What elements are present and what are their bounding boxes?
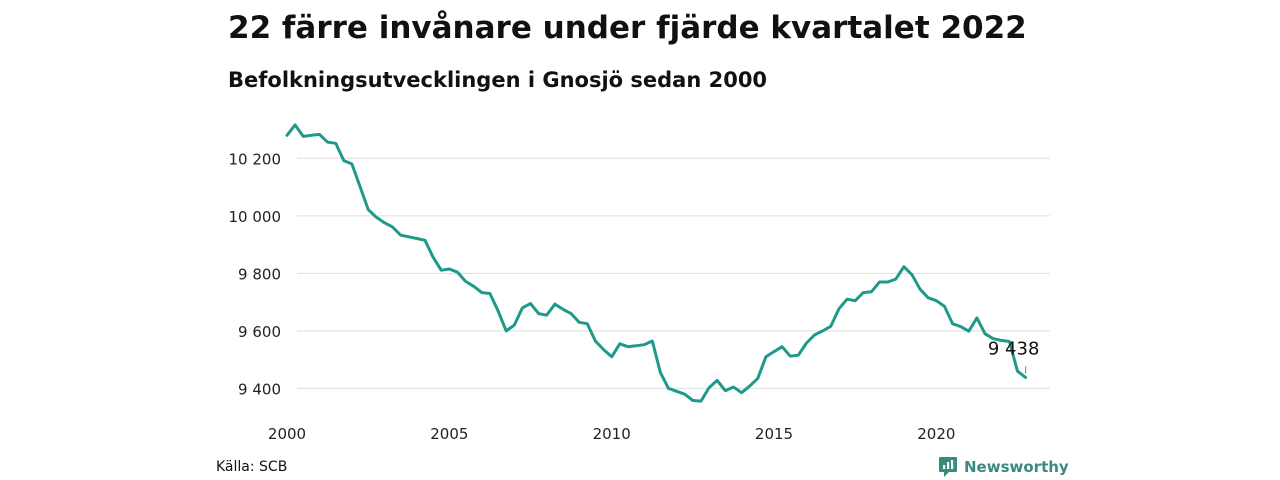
last-value-label: 9 438 bbox=[988, 338, 1040, 359]
x-tick-label: 2020 bbox=[917, 425, 955, 443]
series-line bbox=[285, 123, 1028, 403]
x-tick-label: 2015 bbox=[755, 425, 793, 443]
x-tick-label: 2005 bbox=[430, 425, 468, 443]
y-tick-label: 9 600 bbox=[238, 323, 281, 341]
x-tick-label: 2010 bbox=[593, 425, 631, 443]
y-axis-ticks: 9 400 9 600 9 800 10 000 10 200 bbox=[229, 150, 282, 398]
x-tick-label: 2000 bbox=[268, 425, 306, 443]
newsworthy-logo-icon bbox=[939, 457, 957, 477]
chart-subtitle: Befolkningsutvecklingen i Gnosjö sedan 2… bbox=[228, 68, 768, 92]
y-tick-label: 9 400 bbox=[238, 380, 281, 398]
brand-name: Newsworthy bbox=[964, 458, 1069, 476]
source-note: Källa: SCB bbox=[216, 459, 288, 475]
y-tick-label: 9 800 bbox=[238, 265, 281, 283]
x-axis-ticks: 2000 2005 2010 2015 2020 bbox=[268, 425, 956, 443]
grid-lines bbox=[297, 157, 1050, 389]
y-tick-label: 10 000 bbox=[229, 208, 282, 226]
annotation-group: 9 438 bbox=[988, 338, 1040, 374]
y-tick-label: 10 200 bbox=[229, 150, 282, 168]
series-group bbox=[285, 123, 1028, 403]
brand-logo: Newsworthy bbox=[938, 455, 1069, 479]
chart-title: 22 färre invånare under fjärde kvartalet… bbox=[228, 10, 1027, 46]
